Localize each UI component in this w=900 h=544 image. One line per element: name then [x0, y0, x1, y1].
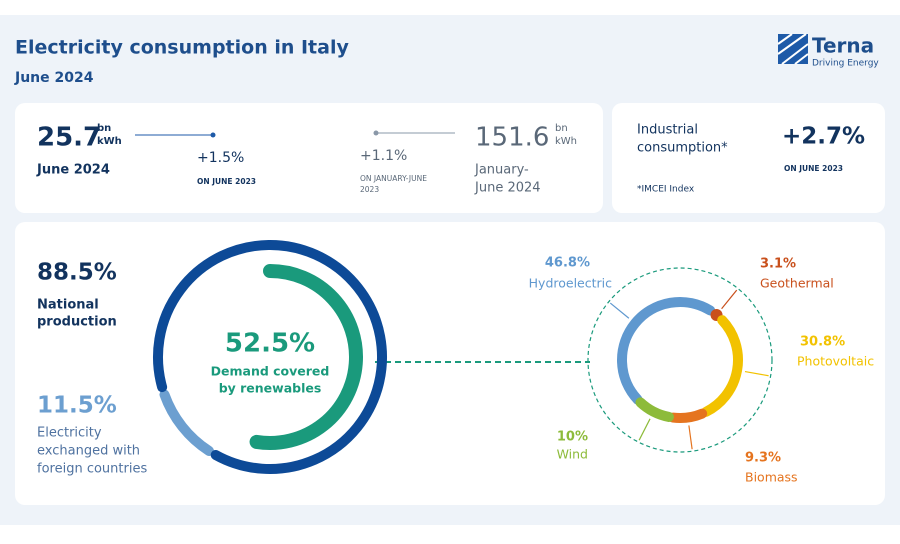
stat-value: 25.7	[37, 123, 101, 153]
mix-value: 3.1%	[760, 257, 796, 272]
share-arc	[159, 389, 214, 456]
mix-name: Photovoltaic	[797, 354, 874, 369]
mix-segment	[700, 315, 743, 417]
unit: bn	[97, 123, 111, 134]
change-note: ON JANUARY-JUNE	[360, 174, 427, 183]
logo: Terna	[812, 34, 874, 58]
mix-value: 30.8%	[800, 335, 845, 350]
subtitle: June 2024	[14, 70, 94, 86]
outline	[587, 267, 773, 453]
share-text: Electricity	[37, 426, 102, 441]
unit: kWh	[555, 136, 577, 147]
stat-label: January-	[474, 163, 529, 178]
stat-label: consumption*	[637, 141, 728, 156]
share-label: 52.5%	[225, 329, 315, 359]
card	[612, 103, 885, 213]
card	[15, 222, 885, 505]
stat-label: Industrial	[637, 123, 698, 138]
leader	[638, 418, 651, 441]
change: +1.5%	[197, 150, 244, 166]
mix-name: Biomass	[745, 470, 798, 485]
card	[15, 103, 603, 213]
change: +2.7%	[782, 124, 865, 150]
mix-value: 10%	[557, 430, 588, 445]
share-text: by renewables	[219, 381, 322, 396]
title: Electricity consumption in Italy	[15, 37, 349, 59]
mix-name: Geothermal	[760, 276, 834, 291]
stat-label: June 2024	[474, 181, 541, 196]
leader	[744, 370, 769, 377]
share-text: production	[37, 315, 117, 330]
stat-label: June 2024	[36, 163, 110, 178]
change: +1.1%	[360, 148, 407, 164]
share-arc	[153, 240, 387, 474]
unit: bn	[555, 123, 568, 134]
tagline: Driving Energy	[812, 59, 879, 69]
mix-segment	[617, 297, 716, 405]
footnote: *IMCEI Index	[637, 185, 695, 195]
mix-name: Wind	[557, 447, 588, 462]
change-note: ON JUNE 2023	[784, 164, 843, 173]
leader	[721, 289, 738, 310]
share-text: National	[37, 298, 99, 313]
stat-value: 151.6	[475, 123, 549, 153]
share-text: exchanged with	[37, 444, 140, 459]
leader	[688, 425, 693, 450]
share-label: 88.5%	[37, 260, 117, 286]
share-text: foreign countries	[37, 462, 147, 477]
connector-dot	[373, 130, 379, 136]
connector-dot	[210, 132, 216, 138]
share-arc	[249, 264, 363, 450]
mix-name: Hydroelectric	[529, 276, 612, 291]
change-note: 2023	[360, 185, 379, 194]
change-note: ON JUNE 2023	[197, 177, 256, 186]
mix-value: 9.3%	[745, 451, 781, 466]
leader	[609, 302, 630, 319]
mix-segment	[635, 397, 674, 422]
mix-value: 46.8%	[545, 256, 590, 271]
mix-segment	[667, 408, 708, 423]
share-label: 11.5%	[37, 393, 117, 419]
unit: kWh	[97, 136, 122, 147]
logo-icon	[777, 33, 809, 65]
share-text: Demand covered	[211, 364, 330, 379]
